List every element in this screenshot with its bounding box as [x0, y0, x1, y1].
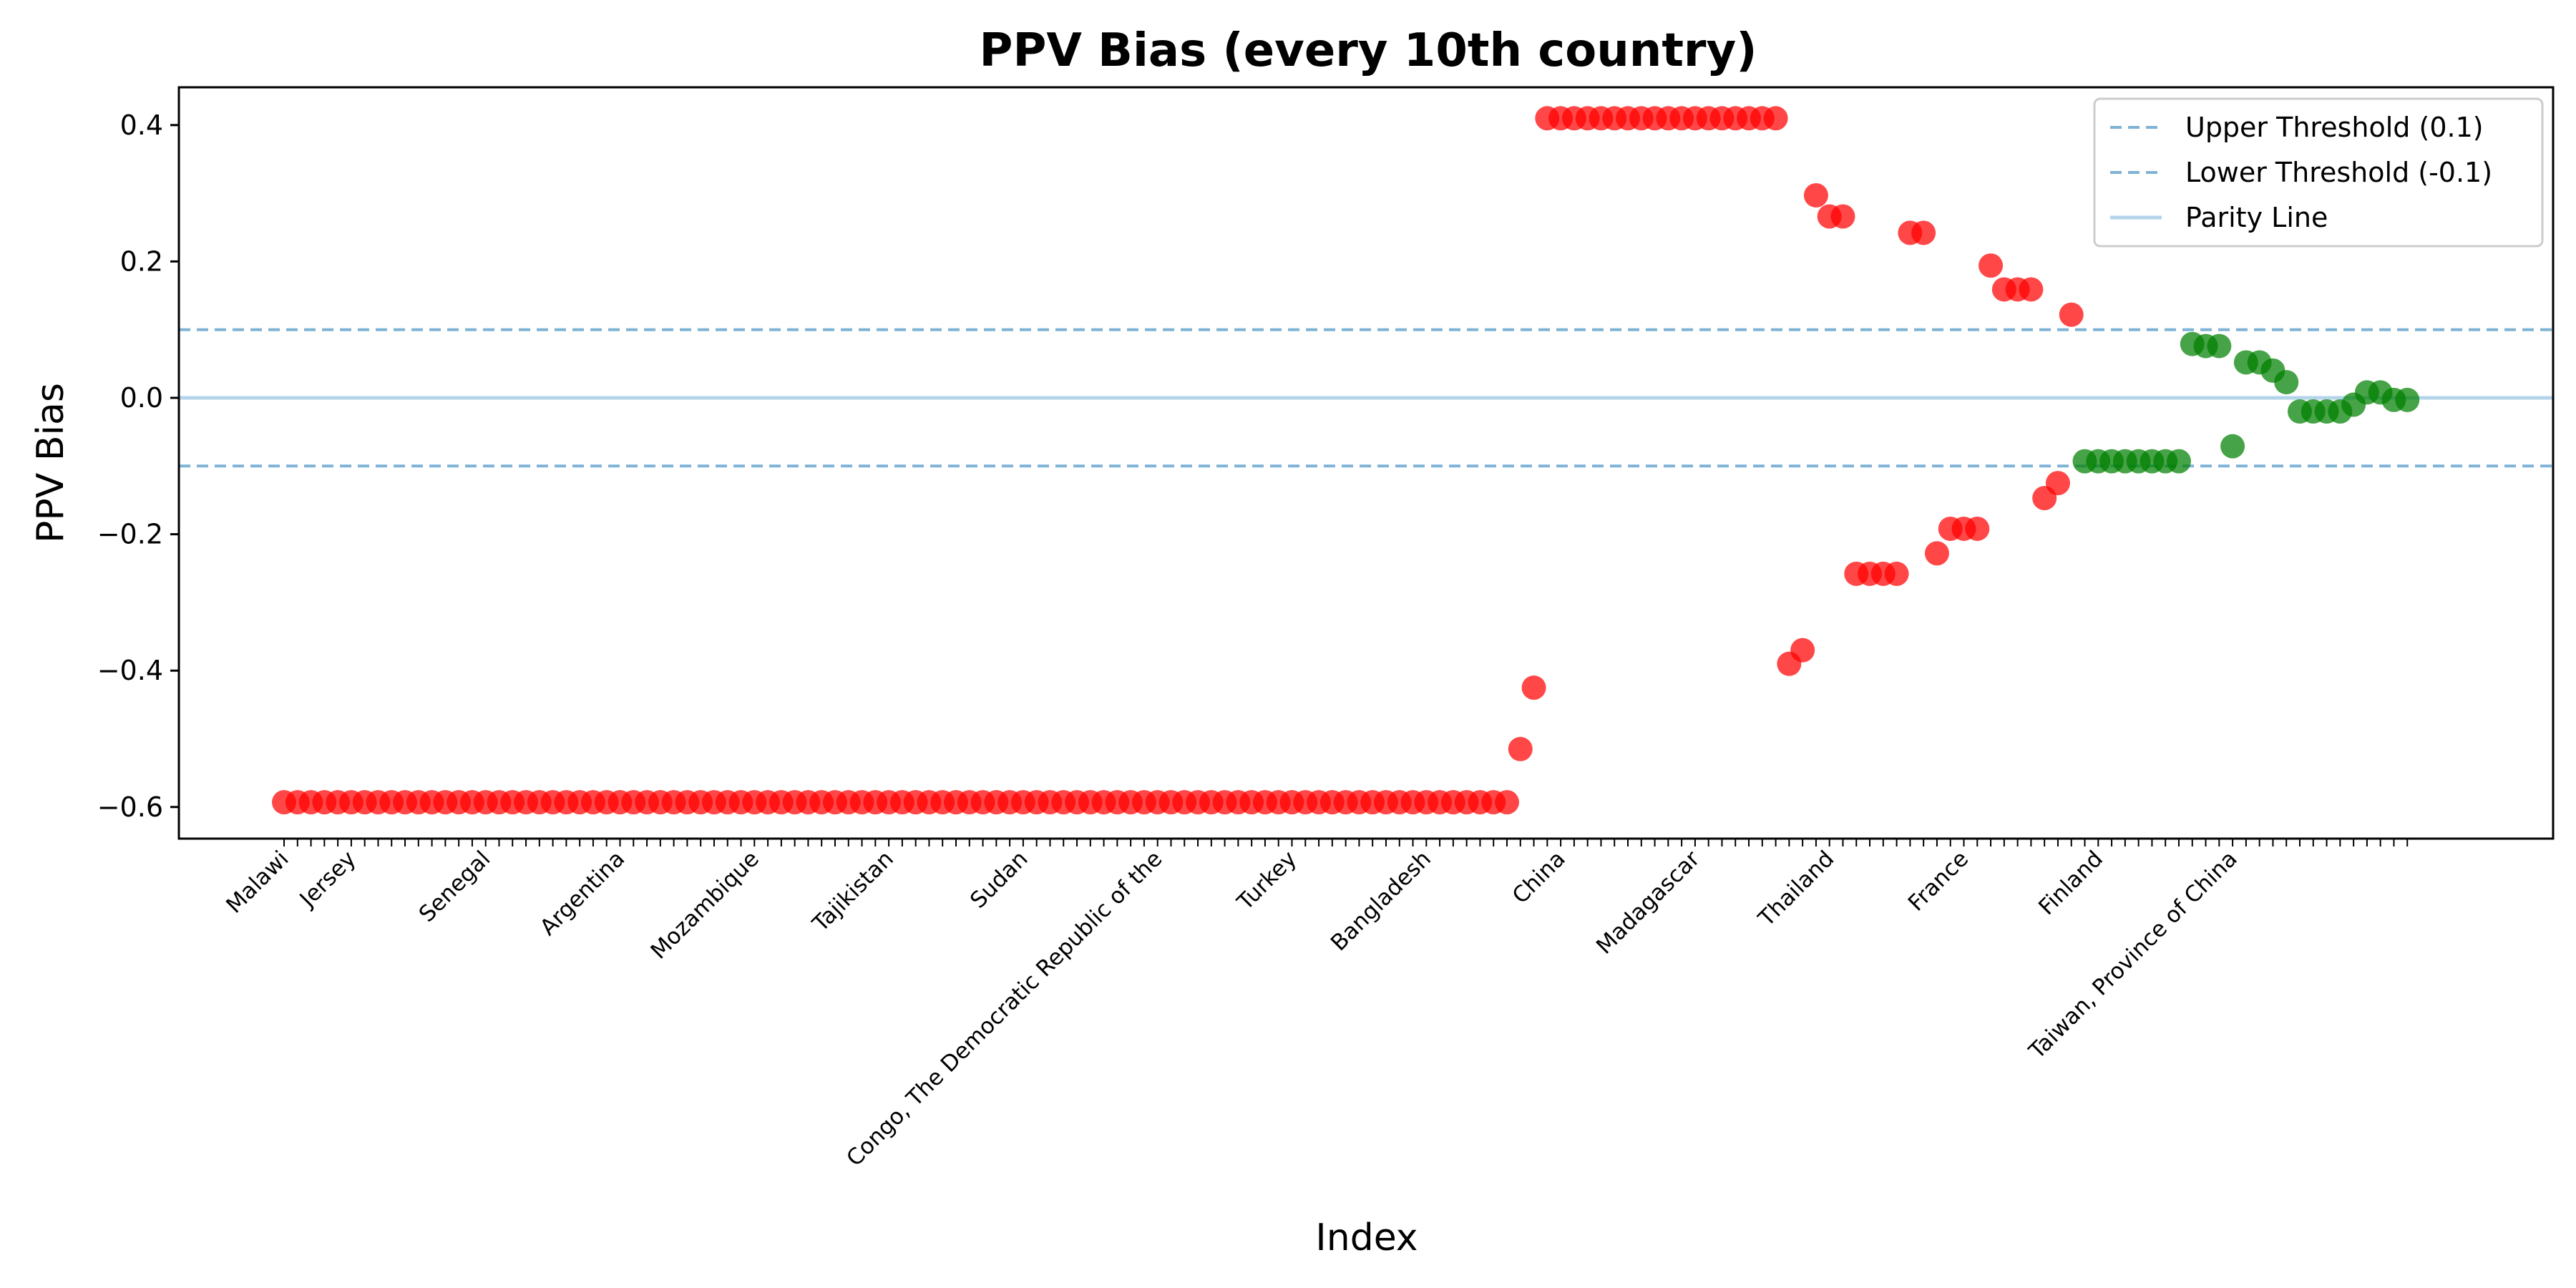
y-tick-label-5: 0.4 [120, 109, 163, 141]
legend-label-1: Lower Threshold (-0.1) [2185, 157, 2492, 188]
y-tick-label-2: −0.2 [97, 519, 163, 550]
y-axis: −0.6 −0.4 −0.2 0.0 0.2 0.4 [97, 109, 179, 823]
y-axis-label: PPV Bias [29, 383, 72, 543]
y-tick-label-3: 0.0 [120, 382, 163, 414]
data-point-158 [2395, 387, 2420, 412]
y-tick-label-4: 0.2 [120, 245, 163, 277]
data-point-123 [1924, 541, 1949, 566]
data-point-92 [1508, 736, 1533, 761]
data-point-127 [1979, 253, 2004, 278]
data-point-144 [2207, 333, 2232, 358]
data-point-149 [2274, 370, 2299, 395]
legend-box [2093, 97, 2544, 248]
plot-frame [177, 86, 2555, 840]
data-point-126 [1965, 516, 1990, 541]
y-tick-label-1: −0.4 [97, 655, 163, 686]
chart-title: PPV Bias (every 10th country) [980, 24, 1757, 77]
x-axis-label: Index [1315, 1216, 1418, 1259]
data-point-91 [1494, 790, 1519, 815]
data-point-114 [1803, 182, 1828, 208]
legend-label-2: Parity Line [2185, 202, 2328, 233]
data-point-113 [1790, 638, 1815, 663]
data-point-111 [1763, 106, 1788, 131]
y-tick-label-0: −0.6 [97, 791, 163, 823]
data-points [272, 106, 2420, 815]
data-point-133 [2059, 302, 2084, 327]
data-point-93 [1521, 675, 1546, 701]
data-point-145 [2220, 434, 2245, 459]
data-point-132 [2045, 471, 2070, 496]
data-point-141 [2166, 449, 2191, 474]
data-point-130 [2019, 277, 2044, 302]
data-point-122 [1911, 220, 1936, 245]
legend: Upper Threshold (0.1) Lower Threshold (-0… [2093, 97, 2544, 248]
data-point-116 [1830, 204, 1855, 229]
legend-label-0: Upper Threshold (0.1) [2185, 112, 2484, 143]
data-point-120 [1884, 561, 1909, 586]
